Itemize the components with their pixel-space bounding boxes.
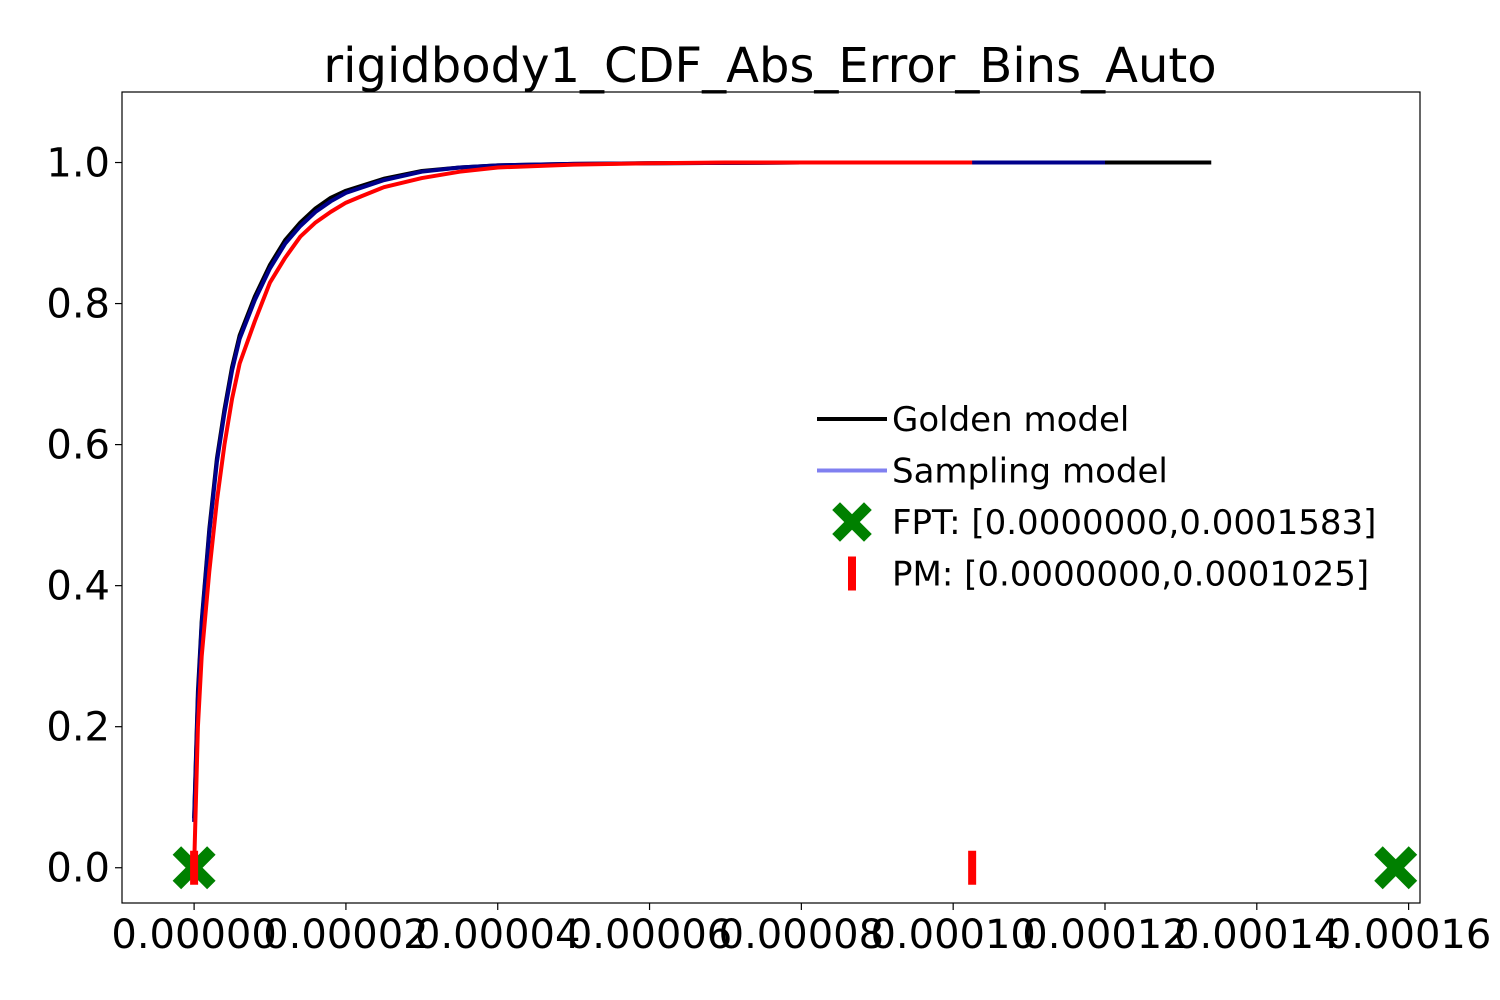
legend-label: Golden model [892,400,1129,440]
x-tick-label: 0.00002 [263,912,428,958]
x-tick-label: 0.00004 [415,912,580,958]
legend-label: Sampling model [892,452,1168,492]
x-tick-label: 0.00010 [870,912,1035,958]
legend-label: PM: [0.0000000,0.0001025] [892,555,1369,595]
series-line-2 [192,160,973,868]
y-axis: 0.0 0.2 0.4 0.6 0.8 1.0 [46,141,122,892]
legend: Golden model Sampling model FPT: [0.000000… [817,400,1376,595]
fpt-marker-1 [1374,846,1418,890]
x-tick-label: 0.00014 [1174,912,1339,958]
x-tick-label: 0.00006 [567,912,732,958]
x-axis: 0.000000.000020.000040.000060.000080.000… [111,903,1491,958]
x-tick-label: 0.00012 [1022,912,1187,958]
y-tick-label: 0.2 [46,705,110,751]
y-tick-label: 0.4 [46,564,110,610]
plot-frame [121,91,1421,904]
legend-swatch-x [832,502,872,542]
y-tick-label: 0.8 [46,282,110,328]
x-tick-label: 0.00000 [111,912,276,958]
series-layer [192,160,1212,868]
y-tick-label: 0.6 [46,423,110,469]
y-tick-label: 0.0 [46,846,110,892]
y-tick-label: 1.0 [46,141,110,187]
x-tick-label: 0.00008 [719,912,884,958]
chart-title: rigidbody1_CDF_Abs_Error_Bins_Auto [323,38,1216,94]
x-tick-label: 0.00016 [1326,912,1491,958]
marker-layer [172,846,1418,890]
legend-label: FPT: [0.0000000,0.0001583] [892,503,1376,543]
